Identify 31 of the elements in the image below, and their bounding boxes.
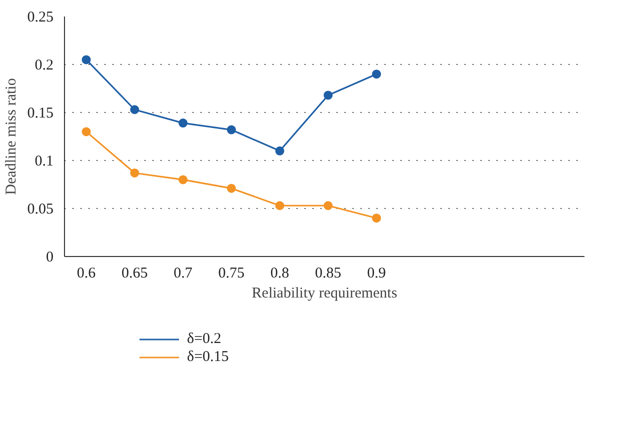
point — [130, 105, 140, 114]
x-tick-label: 0.8 — [270, 266, 290, 282]
point — [226, 125, 236, 134]
point — [226, 184, 236, 193]
point — [275, 201, 284, 210]
point — [82, 127, 91, 136]
point — [178, 175, 188, 184]
x-tick-label: 0.85 — [315, 266, 342, 282]
point — [324, 90, 333, 100]
y-tick-label: 0 — [46, 250, 54, 266]
point — [82, 55, 91, 64]
y-axis-title: Deadline miss ratio — [3, 78, 20, 195]
x-tick-label: 0.9 — [367, 266, 386, 282]
y-tick-label: 0.25 — [27, 10, 54, 26]
y-tick-label: 0.2 — [34, 58, 54, 74]
point — [178, 118, 188, 128]
x-tick-label: 0.75 — [218, 266, 245, 282]
point — [324, 201, 333, 210]
x-tick-label: 0.6 — [76, 266, 96, 282]
x-tick-label: 0.65 — [122, 266, 148, 282]
y-tick-label: 0.05 — [27, 202, 54, 218]
x-axis-title: Reliability requirements — [252, 286, 398, 302]
y-tick-label: 0.1 — [34, 154, 54, 170]
point — [275, 146, 284, 156]
legend-label: δ=0.15 — [187, 348, 229, 366]
point — [130, 168, 140, 178]
legend-label: δ=0.2 — [187, 330, 222, 348]
point — [372, 70, 381, 79]
point — [372, 214, 381, 223]
y-tick-label: 0.15 — [27, 106, 54, 122]
x-tick-label: 0.7 — [174, 266, 193, 282]
